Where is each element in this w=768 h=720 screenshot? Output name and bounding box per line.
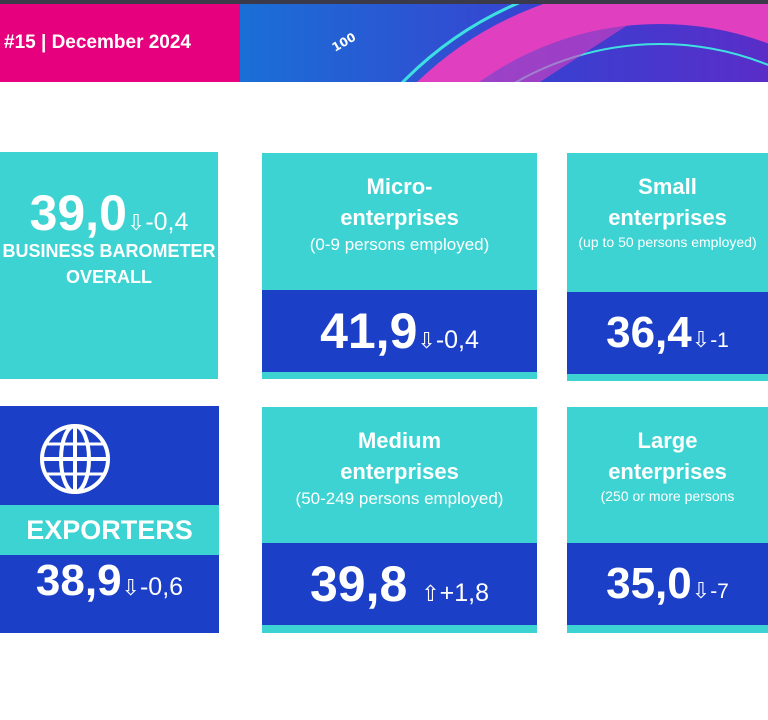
exporters-value-row: 38,9⇩-0,6 [0, 556, 219, 606]
gauge-label: 100 [330, 30, 359, 55]
segment-value: 41,9 [320, 303, 418, 359]
arrow-down-icon: ⇩ [121, 575, 140, 600]
segment-subtitle: (250 or more persons [600, 488, 735, 504]
globe-icon [40, 424, 110, 494]
segment-subtitle: (0-9 persons employed) [309, 235, 490, 254]
segment-subtitle: (up to 50 persons employed) [578, 234, 757, 250]
overall-label: BUSINESS BAROMETER [2, 241, 216, 261]
overall-value-row: 39,0⇩-0,4 [0, 184, 218, 242]
overall-value: 39,0 [29, 185, 127, 241]
issue-banner: #15 | December 2024 [0, 4, 240, 82]
arrow-up-icon: ⇧ [421, 581, 440, 606]
segment-title: Large [637, 428, 698, 453]
exporters-label-band: EXPORTERS [0, 505, 219, 555]
segment-title: Micro- [366, 174, 433, 199]
arrow-down-icon: ⇩ [417, 328, 436, 353]
overall-label-2: OVERALL [65, 267, 152, 287]
arrow-down-icon: ⇩ [691, 327, 711, 352]
exporters-card: EXPORTERS 38,9⇩-0,6 [0, 406, 219, 633]
segment-change: +1,8 [439, 579, 490, 607]
segment-title-2: enterprises [340, 459, 459, 484]
large-card: Large enterprises (250 or more persons 3… [567, 407, 768, 633]
segment-value-band: 41,9⇩-0,4 [262, 290, 537, 372]
arrow-down-icon: ⇩ [126, 210, 146, 235]
medium-card: Medium enterprises (50-249 persons emplo… [262, 407, 537, 633]
segment-value-band: 39,8 ⇧+1,8 [262, 543, 537, 625]
exporters-change: -0,6 [139, 573, 184, 601]
segment-title-2: enterprises [340, 205, 459, 230]
micro-card: Micro- enterprises (0-9 persons employed… [262, 153, 537, 379]
segment-value-band: 35,0⇩-7 [567, 543, 768, 625]
segment-title: Medium [357, 428, 442, 453]
header-banner: #15 | December 2024 100 [0, 0, 768, 82]
segment-title-2: enterprises [608, 459, 727, 484]
arrow-down-icon: ⇩ [691, 578, 711, 603]
small-card: Small enterprises (up to 50 persons empl… [567, 153, 768, 381]
exporters-label: EXPORTERS [26, 514, 193, 545]
segment-value: 36,4 [606, 308, 692, 357]
speedometer-icon: 100 [330, 4, 768, 82]
issue-label: #15 | December 2024 [4, 32, 192, 53]
segment-value: 39,8 [309, 556, 408, 612]
exporters-value: 38,9 [35, 556, 122, 605]
speedometer-image: 100 [240, 4, 768, 82]
segment-change: -0,4 [435, 326, 479, 354]
segment-change: -7 [710, 580, 729, 603]
segment-title-2: enterprises [608, 205, 727, 230]
segment-subtitle: (50-249 persons employed) [295, 489, 504, 508]
overall-card: 39,0⇩-0,4 BUSINESS BAROMETER OVERALL [0, 152, 218, 379]
segment-value: 35,0 [606, 559, 692, 608]
segment-change: -1 [710, 329, 729, 352]
segment-title: Small [638, 174, 697, 199]
overall-change: -0,4 [145, 208, 189, 236]
segment-value-band: 36,4⇩-1 [567, 292, 768, 374]
